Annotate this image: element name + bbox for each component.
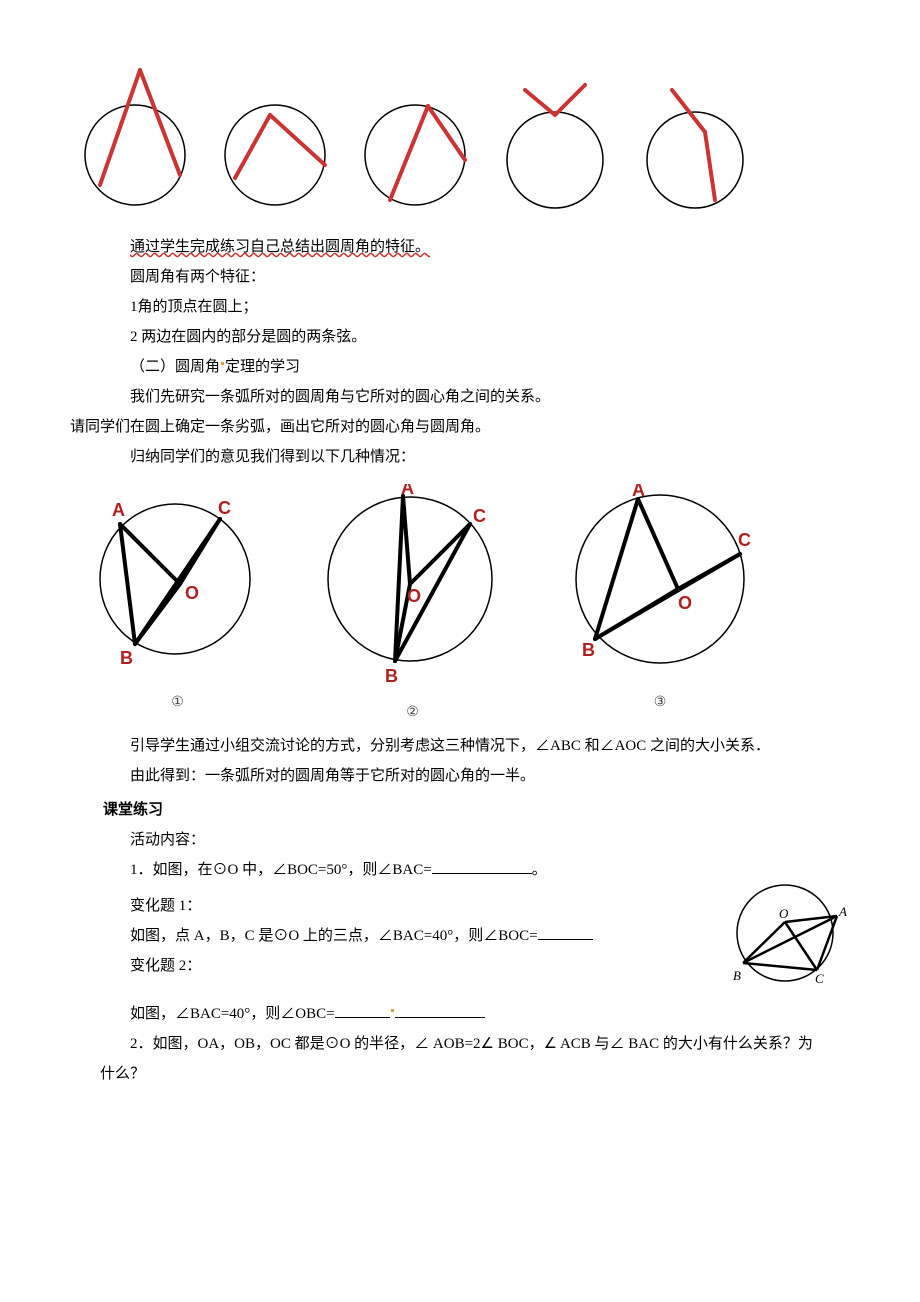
svg-text:C: C <box>815 971 824 986</box>
svg-text:O: O <box>407 586 421 606</box>
text-t2: 圆周角有两个特征： <box>70 265 850 289</box>
blank-2 <box>538 925 593 940</box>
diagram-1-label: ① <box>90 692 265 714</box>
text-t9: 引导学生通过小组交流讨论的方式，分别考虑这三种情况下，∠ABC 和∠AOC 之间… <box>70 734 850 758</box>
blank-3a <box>335 1003 390 1018</box>
question-4a: 2．如图，OA，OB，OC 都是⊙O 的半径，∠ AOB=2∠ BOC，∠ AC… <box>70 1032 850 1056</box>
top-figure-4 <box>500 60 620 215</box>
variant-2-label: 变化题 2： <box>70 954 715 978</box>
question-4b: 什么？ <box>70 1062 850 1086</box>
svg-text:C: C <box>738 530 751 550</box>
svg-text:B: B <box>385 666 398 686</box>
diagram-3: A B C O <box>560 484 760 679</box>
text-t4: 2 两边在圆内的部分是圆的两条弦。 <box>70 325 850 349</box>
svg-text:A: A <box>112 500 125 520</box>
svg-text:B: B <box>120 648 133 668</box>
top-figure-2 <box>220 60 340 215</box>
top-figure-row <box>70 60 850 215</box>
blank-3b <box>395 1003 485 1018</box>
diagram-3-label: ③ <box>560 692 760 714</box>
top-figure-3 <box>360 60 480 215</box>
small-figure: O A B C <box>725 878 850 988</box>
svg-text:A: A <box>632 484 645 500</box>
text-t6: 我们先研究一条弧所对的圆周角与它所对的圆心角之间的关系。 <box>70 385 850 409</box>
question-2: 如图，点 A，B，C 是⊙O 上的三点，∠BAC=40°，则∠BOC= <box>70 924 715 948</box>
text-t11: 活动内容： <box>70 828 850 852</box>
svg-text:A: A <box>838 904 847 919</box>
question-3: 如图，∠BAC=40°，则∠OBC= <box>70 1002 850 1026</box>
svg-text:O: O <box>185 583 199 603</box>
diagram-2-label: ② <box>315 702 510 724</box>
text-t8: 归纳同学们的意见我们得到以下几种情况： <box>70 445 850 469</box>
svg-text:C: C <box>218 498 231 518</box>
heading-exercise: 课堂练习 <box>73 798 850 822</box>
diagram-2: A B C O <box>315 484 510 689</box>
text-t3: 1角的顶点在圆上； <box>70 295 850 319</box>
svg-text:C: C <box>473 506 486 526</box>
text-t5: （二）圆周角定理的学习 <box>70 355 850 379</box>
variant-1-label: 变化题 1： <box>70 894 715 918</box>
text-t7: 请同学们在圆上确定一条劣弧，画出它所对的圆心角与圆周角。 <box>70 415 850 439</box>
svg-text:B: B <box>733 968 741 983</box>
diagram-1: A B C O <box>90 484 265 679</box>
blank-1 <box>432 859 532 874</box>
diagram-row: A B C O ① A B C O ② A B C O ③ <box>90 484 850 724</box>
svg-text:B: B <box>582 640 595 660</box>
svg-text:A: A <box>401 484 414 498</box>
svg-text:O: O <box>678 593 692 613</box>
svg-text:O: O <box>779 906 789 921</box>
text-t10: 由此得到：一条弧所对的圆周角等于它所对的圆心角的一半。 <box>70 764 850 788</box>
top-figure-1 <box>80 60 200 215</box>
text-t1: 通过学生完成练习自己总结出圆周角的特征。 <box>130 239 430 255</box>
top-figure-5 <box>640 60 760 215</box>
